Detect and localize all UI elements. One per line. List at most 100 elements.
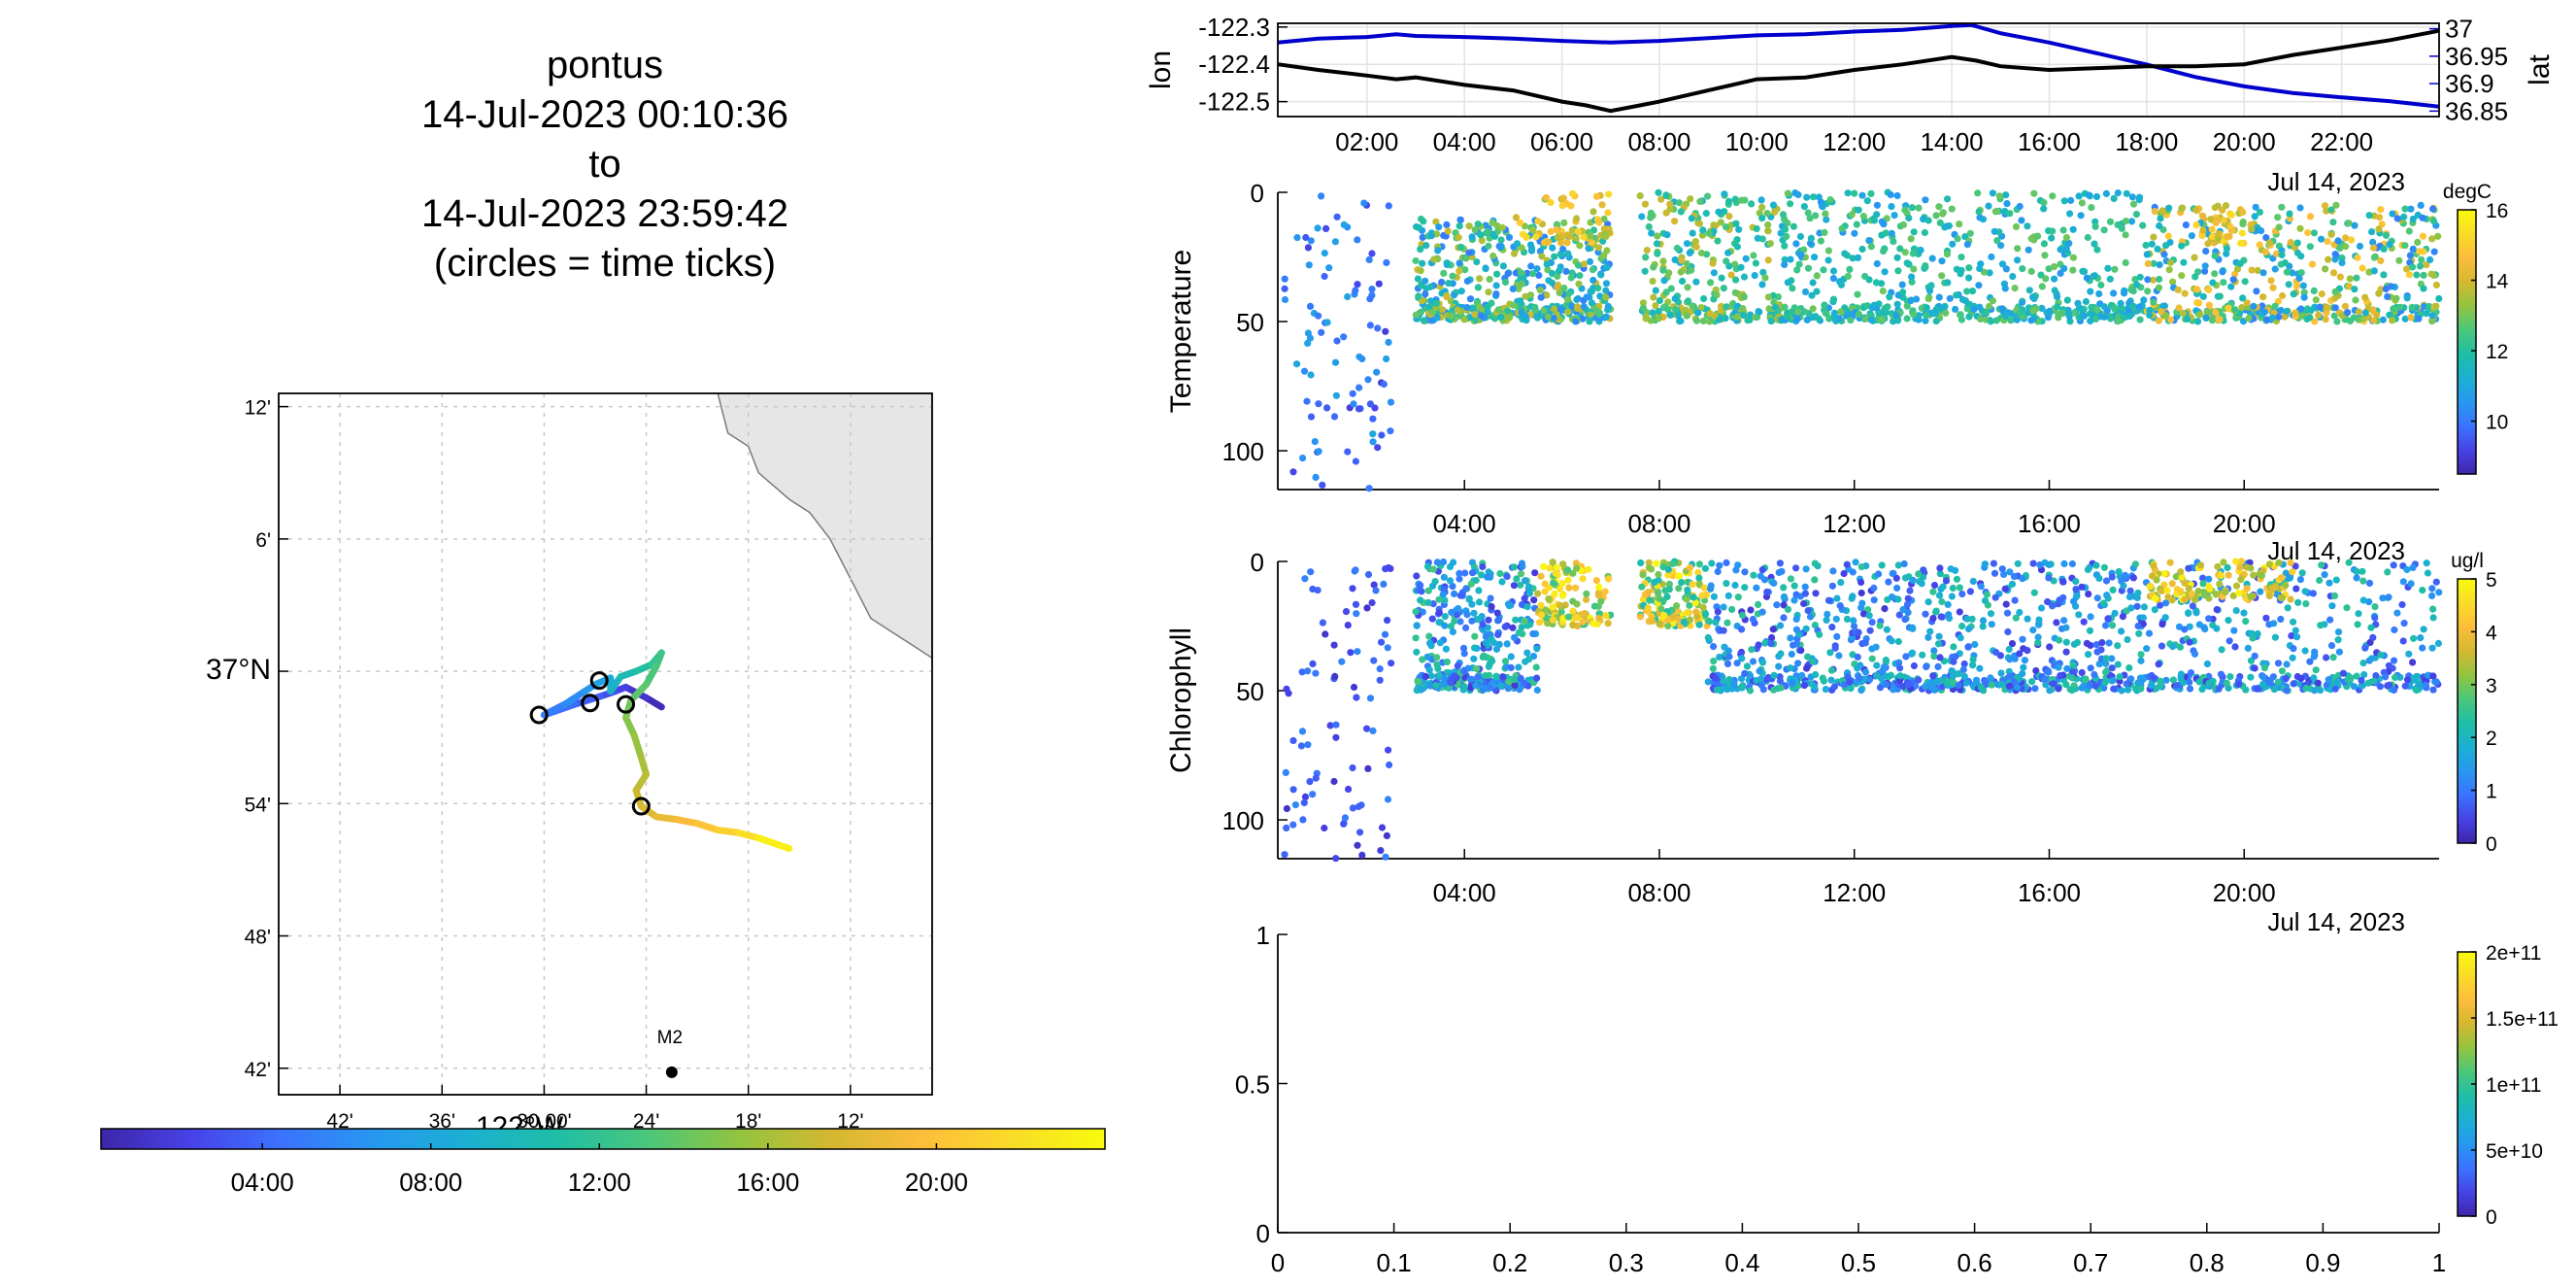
scatter-point [1314, 224, 1321, 232]
scatter-point [1478, 571, 1486, 579]
scatter-point [1471, 632, 1479, 640]
scatter-point [2087, 664, 2094, 672]
scatter-point [2296, 224, 2304, 232]
scatter-point [2191, 254, 2198, 261]
scatter-point [2024, 647, 2031, 655]
scatter-point [1712, 674, 1720, 683]
scatter-point [2028, 678, 2036, 686]
scatter-point [1353, 610, 1360, 618]
lonlat-panel: 02:00 04:00 06:00 08:00 10:00 12:00 14:00 16:00… [1145, 13, 2556, 156]
scatter-point [1777, 622, 1785, 629]
scatter-point [2371, 614, 2379, 622]
scatter-point [1428, 308, 1436, 316]
scatter-point [1712, 286, 1720, 293]
scatter-point [1546, 564, 1554, 572]
scatter-point [2282, 581, 2290, 590]
scatter-point [2273, 250, 2281, 257]
scatter-point [1323, 319, 1331, 326]
scatter-point [1419, 233, 1426, 241]
panel-y-tick-label: 100 [1222, 806, 1264, 835]
scatter-point [1383, 258, 1390, 266]
scatter-point [2368, 228, 2376, 236]
title-line-4: 14-Jul-2023 23:59:42 [421, 192, 788, 235]
scatter-point [2009, 273, 2017, 281]
scatter-point [2380, 245, 2388, 253]
scatter-point [1301, 575, 1309, 583]
scatter-point [1904, 594, 1912, 602]
scatter-point [2186, 685, 2194, 693]
scatter-point [1501, 623, 1509, 630]
scatter-point [1998, 565, 2006, 573]
scatter-point [2428, 312, 2436, 320]
scatter-point [2062, 648, 2070, 656]
scatter-point [1981, 596, 1990, 605]
scatter-point [1804, 264, 1813, 272]
scatter-point [2060, 197, 2068, 205]
scatter-point [1447, 312, 1455, 320]
scatter-point [2034, 639, 2042, 647]
scatter-point [1784, 189, 1791, 197]
scatter-point [2398, 600, 2406, 609]
scatter-point [1767, 318, 1775, 325]
scatter-point [1585, 245, 1592, 253]
scatter-point [2323, 654, 2330, 661]
scatter-point [2435, 589, 2443, 596]
scatter-point [1663, 231, 1671, 239]
lonlat-x-tick-label: 16:00 [2018, 127, 2081, 156]
scatter-point [2182, 221, 2190, 229]
scatter-point [1576, 272, 1584, 280]
scatter-point [1312, 774, 1320, 782]
scatter-point [1460, 667, 1468, 675]
scatter-point [2335, 648, 2343, 656]
scatter-point [1299, 816, 1307, 824]
scatter-point [1880, 220, 1888, 228]
scatter-point [1291, 801, 1299, 809]
scatter-point [1725, 213, 1733, 220]
scatter-point [1985, 202, 1992, 210]
scatter-point [1507, 653, 1515, 661]
scatter-point [1747, 606, 1755, 614]
scatter-point [2193, 286, 2201, 293]
scatter-point [2240, 609, 2248, 617]
scatter-point [1901, 574, 1910, 582]
scatter-point [1456, 618, 1464, 626]
empty-y-tick-label: 1 [1256, 921, 1270, 950]
empty-panel: 0 0.1 0.2 0.3 0.4 0.5 0.6 0.7 0.8 0.9 100.51 Jul 14… [1235, 907, 2559, 1277]
scatter-point [1844, 272, 1852, 280]
scatter-point [1857, 661, 1864, 669]
scatter-point [1752, 259, 1759, 267]
scatter-point [1505, 233, 1514, 241]
scatter-point [1790, 582, 1798, 590]
scatter-point [1426, 639, 1434, 647]
scatter-point [1861, 668, 1870, 676]
scatter-point [1787, 200, 1794, 208]
scatter-point [1647, 317, 1655, 324]
scatter-point [1306, 302, 1315, 310]
scatter-point [1449, 583, 1456, 591]
scatter-point [1474, 673, 1482, 681]
scatter-point [1493, 609, 1501, 617]
track-segment [627, 681, 651, 704]
scatter-point [1684, 609, 1691, 617]
panel-x-tick-label: 08:00 [1627, 878, 1690, 907]
scatter-point [1803, 664, 1811, 672]
scatter-point [1465, 222, 1473, 230]
scatter-point [2108, 664, 2116, 672]
scatter-point [1804, 209, 1812, 217]
scatter-point [2008, 580, 2017, 588]
scatter-point [1564, 576, 1572, 584]
scatter-point [1655, 589, 1662, 596]
scatter-point [2399, 578, 2407, 586]
scatter-point [1494, 630, 1502, 639]
scatter-point [1770, 686, 1778, 694]
scatter-point [2198, 686, 2206, 694]
scatter-point [2310, 229, 2318, 237]
scatter-point [2214, 202, 2222, 210]
scatter-point [1587, 232, 1594, 240]
scatter-point [1788, 308, 1796, 316]
scatter-point [2177, 568, 2185, 576]
scatter-point [1321, 272, 1328, 281]
scatter-point [2329, 219, 2337, 226]
scatter-point [2150, 259, 2158, 267]
scatter-point [1679, 277, 1687, 286]
